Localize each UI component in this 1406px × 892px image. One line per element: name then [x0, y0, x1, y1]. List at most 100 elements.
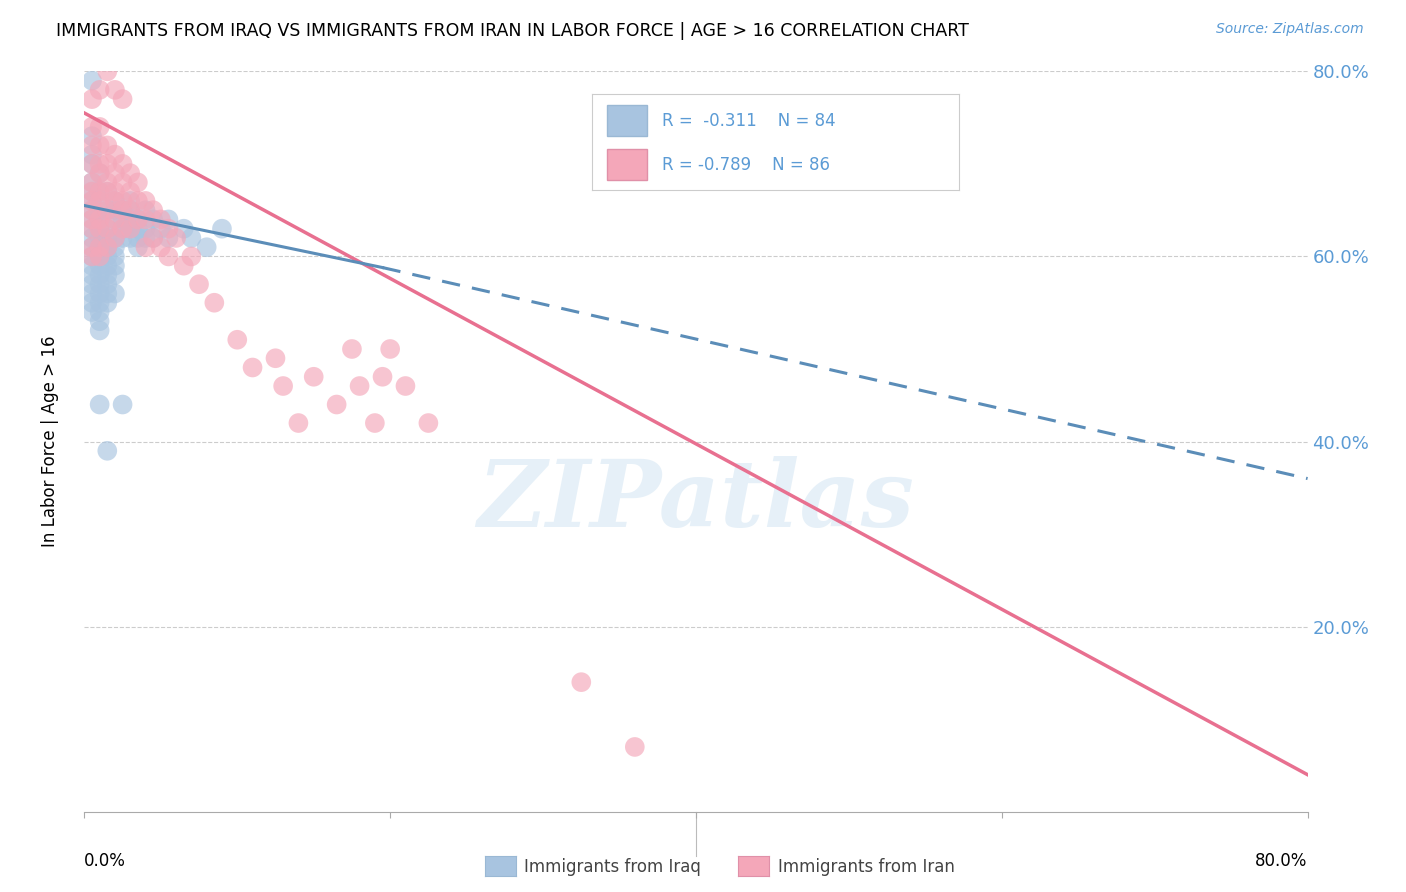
- Point: [80, 185, 103, 199]
- Point: [96, 138, 118, 153]
- Point: [89, 185, 111, 199]
- Point: [80, 212, 103, 227]
- Point: [89, 166, 111, 180]
- Point: [89, 250, 111, 264]
- Point: [89, 259, 111, 273]
- Point: [96, 259, 118, 273]
- Point: [96, 175, 118, 190]
- Point: [195, 240, 218, 254]
- Text: 0.0%: 0.0%: [84, 853, 127, 871]
- Point: [120, 166, 142, 180]
- Point: [157, 231, 180, 245]
- Point: [127, 194, 149, 208]
- Point: [80, 286, 103, 301]
- Point: [142, 231, 165, 245]
- Point: [89, 305, 111, 319]
- Point: [80, 250, 103, 264]
- Point: [89, 157, 111, 171]
- Point: [287, 416, 309, 430]
- Point: [104, 286, 127, 301]
- Point: [89, 240, 111, 254]
- Point: [142, 231, 165, 245]
- Point: [89, 185, 111, 199]
- Point: [80, 250, 103, 264]
- Point: [302, 369, 325, 384]
- Point: [89, 250, 111, 264]
- Point: [96, 185, 118, 199]
- Point: [104, 194, 127, 208]
- Point: [96, 203, 118, 218]
- Point: [173, 259, 195, 273]
- Point: [80, 175, 103, 190]
- Point: [104, 212, 127, 227]
- Point: [80, 129, 103, 144]
- Point: [80, 221, 103, 235]
- Point: [96, 240, 118, 254]
- Point: [96, 185, 118, 199]
- Point: [149, 240, 172, 254]
- Point: [96, 443, 118, 458]
- Point: [89, 166, 111, 180]
- Point: [104, 203, 127, 218]
- Point: [364, 416, 387, 430]
- Point: [96, 277, 118, 292]
- Point: [120, 185, 142, 199]
- Point: [80, 305, 103, 319]
- Point: [111, 203, 134, 218]
- Point: [188, 277, 211, 292]
- Point: [349, 379, 371, 393]
- Point: [135, 240, 157, 254]
- Point: [89, 314, 111, 328]
- Point: [142, 203, 165, 218]
- Point: [111, 212, 134, 227]
- Point: [96, 250, 118, 264]
- Point: [89, 231, 111, 245]
- Point: [180, 250, 202, 264]
- Point: [226, 333, 249, 347]
- Point: [135, 231, 157, 245]
- Point: [80, 231, 103, 245]
- Point: [127, 212, 149, 227]
- Point: [120, 221, 142, 235]
- Point: [96, 221, 118, 235]
- Point: [80, 157, 103, 171]
- Point: [89, 194, 111, 208]
- Point: [120, 203, 142, 218]
- Point: [96, 286, 118, 301]
- Point: [80, 221, 103, 235]
- Point: [80, 175, 103, 190]
- Point: [264, 351, 287, 366]
- Point: [80, 147, 103, 161]
- Point: [80, 203, 103, 218]
- Point: [111, 194, 134, 208]
- Point: [80, 203, 103, 218]
- Point: [111, 157, 134, 171]
- Point: [157, 212, 180, 227]
- Point: [104, 231, 127, 245]
- Point: [80, 295, 103, 310]
- Point: [165, 231, 187, 245]
- Point: [80, 157, 103, 171]
- Point: [80, 73, 103, 87]
- Point: [173, 221, 195, 235]
- Point: [120, 194, 142, 208]
- Point: [127, 175, 149, 190]
- Point: [111, 175, 134, 190]
- Point: [96, 231, 118, 245]
- Point: [340, 342, 363, 356]
- Point: [80, 240, 103, 254]
- Point: [80, 138, 103, 153]
- Point: [104, 166, 127, 180]
- Point: [135, 212, 157, 227]
- Point: [89, 268, 111, 282]
- Point: [89, 277, 111, 292]
- Point: [89, 295, 111, 310]
- Point: [96, 295, 118, 310]
- Point: [127, 221, 149, 235]
- Point: [180, 231, 202, 245]
- Point: [111, 221, 134, 235]
- Point: [89, 221, 111, 235]
- Point: [104, 231, 127, 245]
- Point: [89, 324, 111, 338]
- Point: [80, 268, 103, 282]
